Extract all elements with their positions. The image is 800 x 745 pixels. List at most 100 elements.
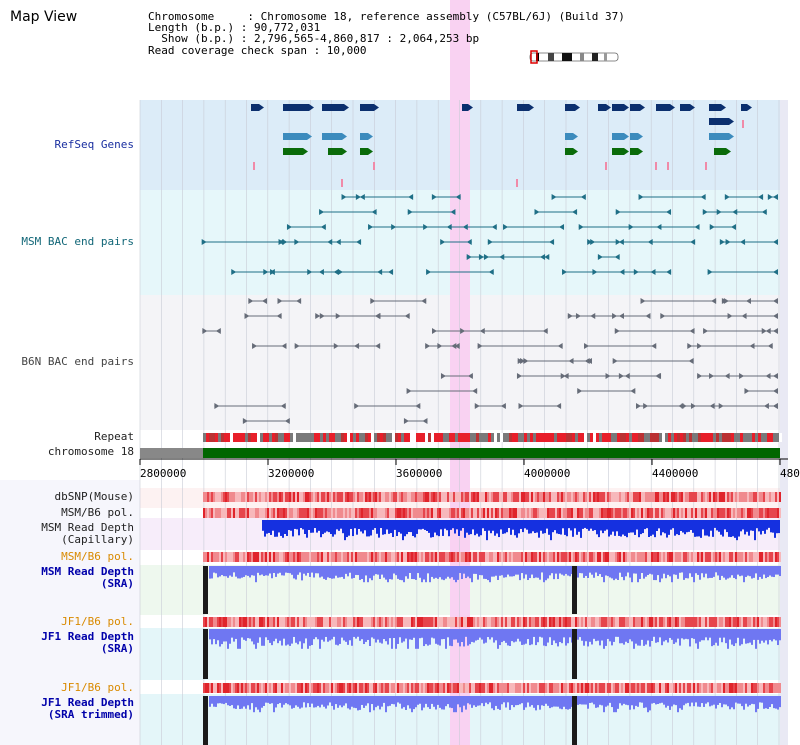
track-label-jf1-b6-pol-1[interactable]: JF1/B6 pol.: [61, 615, 134, 628]
depth-bar: [311, 566, 313, 573]
pol-segment: [737, 508, 739, 518]
depth-bar: [283, 629, 285, 639]
depth-bar: [593, 566, 595, 578]
depth-bar: [301, 566, 303, 581]
depth-bar: [225, 629, 227, 642]
repeat-segment: [251, 433, 254, 442]
depth-bar: [423, 696, 425, 708]
depth-bar: [499, 629, 501, 646]
depth-bar: [520, 520, 522, 529]
depth-gap-marker: [572, 566, 577, 614]
pol-segment: [415, 617, 417, 627]
depth-bar: [503, 696, 505, 703]
pol-segment: [219, 508, 221, 518]
pol-segment: [569, 492, 571, 502]
pol-segment: [723, 492, 725, 502]
pol-segment: [607, 617, 609, 627]
depth-bar: [477, 566, 479, 580]
pol-segment: [729, 508, 731, 518]
depth-bar: [366, 520, 368, 537]
pol-segment: [721, 492, 723, 502]
bac-end: [656, 373, 662, 379]
depth-bar: [273, 629, 275, 642]
depth-bar: [339, 566, 341, 578]
depth-bar: [713, 566, 715, 577]
track-label-jf1-depth-trimmed[interactable]: JF1 Read Depth (SRA trimmed): [41, 696, 134, 721]
depth-bar: [342, 520, 344, 534]
depth-bar: [451, 696, 453, 709]
track-label-msm-bac[interactable]: MSM BAC end pairs: [21, 235, 134, 248]
pol-segment: [619, 492, 621, 502]
bac-end: [466, 254, 472, 260]
pol-segment: [627, 508, 629, 518]
pol-segment: [779, 617, 781, 627]
pol-segment: [747, 683, 749, 693]
depth-bar: [690, 520, 692, 531]
bac-end: [359, 194, 365, 200]
bac-end: [307, 269, 313, 275]
pol-segment: [735, 552, 737, 562]
pol-segment: [477, 492, 479, 502]
track-label-repeat[interactable]: Repeat: [94, 430, 134, 443]
pol-segment: [761, 617, 763, 627]
depth-bar: [673, 696, 675, 705]
pol-segment: [229, 617, 231, 627]
depth-bar: [389, 629, 391, 639]
pol-segment: [271, 508, 273, 518]
depth-bar: [397, 566, 399, 579]
track-label-refseq-genes[interactable]: RefSeq Genes: [54, 138, 134, 151]
depth-bar: [439, 696, 441, 708]
depth-bar: [618, 520, 620, 536]
depth-bar: [662, 520, 664, 533]
bac-end: [559, 224, 565, 230]
track-label-jf1-b6-pol-2[interactable]: JF1/B6 pol.: [61, 681, 134, 694]
pol-segment: [317, 552, 319, 562]
depth-bar: [233, 629, 235, 642]
pol-segment: [645, 508, 647, 518]
repeat-segment: [428, 433, 431, 442]
pol-segment: [379, 683, 381, 693]
track-label-msm-depth-sra[interactable]: MSM Read Depth (SRA): [41, 565, 134, 590]
track-label-msm-b6-pol-2[interactable]: MSM/B6 pol.: [61, 550, 134, 563]
repeat-segment: [338, 433, 341, 442]
pol-segment: [275, 492, 277, 502]
depth-bar: [255, 696, 257, 708]
depth-bar: [369, 629, 371, 646]
pol-segment: [459, 617, 461, 627]
track-label-msm-b6-pol-1[interactable]: MSM/B6 pol.: [61, 506, 134, 519]
pol-segment: [631, 683, 633, 693]
track-label-msm-depth-capillary[interactable]: MSM Read Depth (Capillary): [41, 521, 134, 546]
gene-arrow: [259, 104, 264, 111]
depth-bar: [735, 566, 737, 580]
pol-segment: [307, 492, 309, 502]
depth-bar: [663, 629, 665, 642]
depth-bar: [367, 696, 369, 704]
pol-segment: [679, 552, 681, 562]
depth-bar: [353, 629, 355, 637]
pol-segment: [215, 617, 217, 627]
depth-bar: [320, 520, 322, 538]
ideogram-band: [604, 53, 607, 61]
pol-segment: [529, 617, 531, 627]
depth-bar: [603, 629, 605, 649]
depth-bar: [543, 629, 545, 646]
bac-end: [451, 343, 457, 349]
pol-segment: [619, 508, 621, 518]
track-label-b6n-bac[interactable]: B6N BAC end pairs: [21, 355, 134, 368]
track-label-chromosome[interactable]: chromosome 18: [47, 445, 134, 458]
depth-bar: [697, 566, 699, 575]
pol-segment: [561, 617, 563, 627]
track-label-jf1-depth-sra[interactable]: JF1 Read Depth (SRA): [41, 630, 134, 655]
pol-segment: [311, 617, 313, 627]
pol-segment: [311, 492, 313, 502]
track-label-dbsnp[interactable]: dbSNP(Mouse): [54, 490, 134, 503]
depth-bar: [384, 520, 386, 535]
depth-bar: [347, 696, 349, 709]
bac-end: [645, 313, 651, 319]
pol-segment: [543, 552, 545, 562]
depth-bar: [275, 696, 277, 708]
pol-segment: [385, 492, 387, 502]
pol-segment: [753, 508, 755, 518]
repeat-segment: [482, 433, 485, 442]
depth-bar: [420, 520, 422, 530]
